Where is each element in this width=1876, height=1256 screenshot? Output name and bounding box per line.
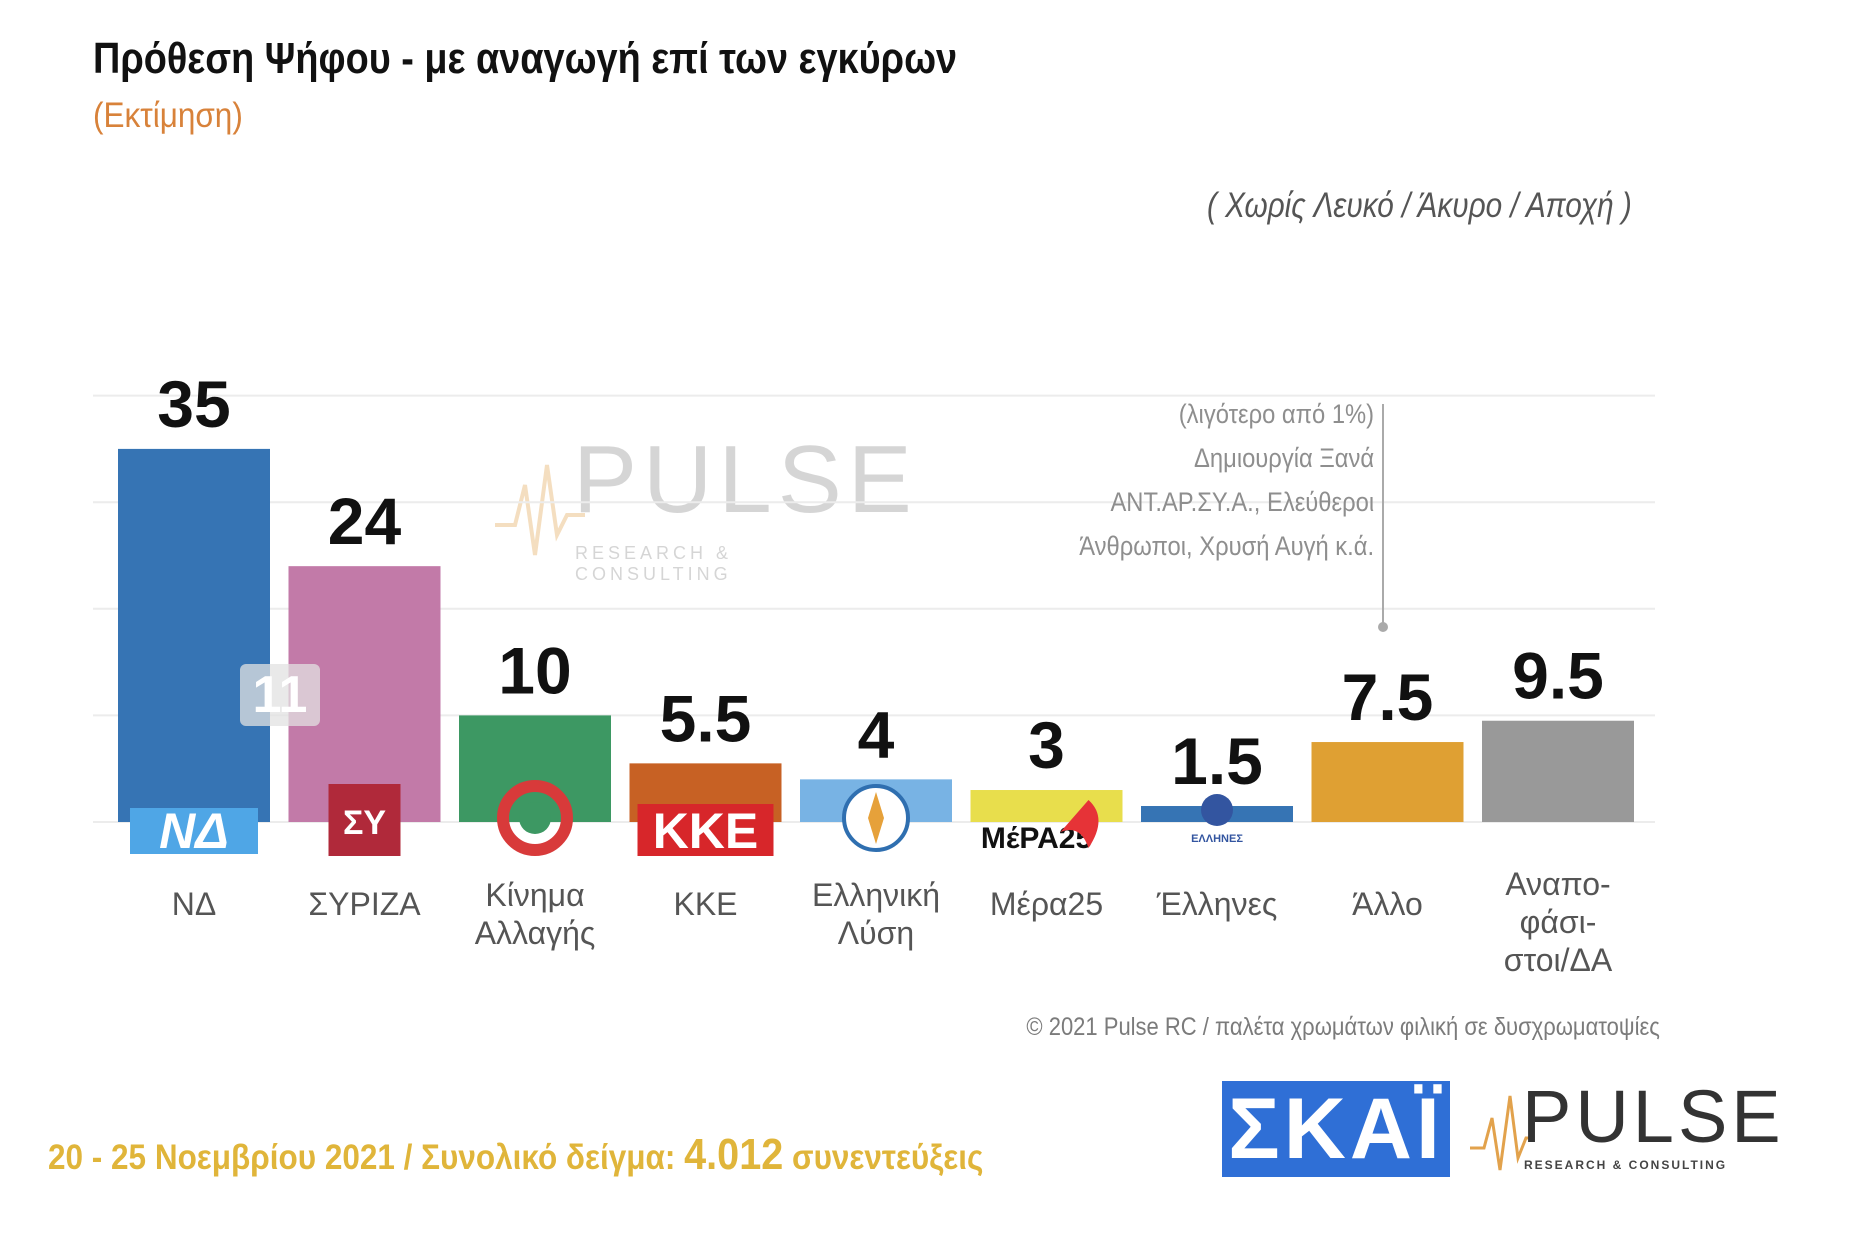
- annotation-line: Άνθρωποι, Χρυσή Αυγή κ.ά.: [1079, 531, 1374, 561]
- other-annotation: (λιγότερο από 1%) Δημιουργία Ξανά ΑΝΤ.ΑΡ…: [1079, 392, 1374, 568]
- survey-dates: 20 - 25 Νοεμβρίου 2021 / Συνολικό δείγμα…: [48, 1138, 676, 1177]
- value-label: 4: [858, 697, 895, 771]
- mera25-bird-icon: [1060, 800, 1099, 848]
- sample-size: 4.012: [684, 1130, 784, 1179]
- bar: [1482, 720, 1634, 822]
- value-label: 10: [498, 633, 571, 707]
- kinal-logo-center: [519, 802, 551, 834]
- kke-logo-text: ΚΚΕ: [653, 803, 759, 859]
- pulse-wave-icon: [1470, 1095, 1530, 1171]
- category-label: Έλληνες: [1156, 886, 1278, 922]
- survey-footer: 20 - 25 Νοεμβρίου 2021 / Συνολικό δείγμα…: [48, 1130, 983, 1180]
- exclusion-note: ( Χωρίς Λευκό / Άκυρο / Αποχή ): [1207, 186, 1632, 225]
- interviews-label: συνεντεύξεις: [792, 1138, 984, 1177]
- ellines-logo-text: ΕΛΛΗΝΕΣ: [1191, 833, 1243, 845]
- value-label: 7.5: [1342, 660, 1434, 734]
- category-label: ΝΔ: [172, 886, 216, 922]
- nd-logo-icon: [130, 808, 258, 854]
- value-label: 35: [157, 367, 230, 441]
- value-label: 1.5: [1171, 724, 1263, 798]
- value-label: 3: [1028, 708, 1065, 782]
- annotation-line: (λιγότερο από 1%): [1178, 399, 1374, 429]
- annotation-dot: [1378, 622, 1388, 632]
- pulse-wave-icon: [495, 464, 585, 556]
- value-label: 9.5: [1512, 639, 1604, 713]
- overlay-badge: 11: [240, 664, 320, 726]
- kke-logo-icon: [637, 804, 774, 856]
- kinal-logo-icon: [497, 780, 573, 856]
- category-label: ΣΥΡΙΖΑ: [308, 886, 421, 922]
- chart-subtitle: (Εκτίμηση): [93, 96, 243, 135]
- pulse-logo: PULSE RESEARCH & CONSULTING: [1470, 1075, 1781, 1178]
- category-label: Κίνημα Αλλαγής: [475, 877, 596, 951]
- skai-logo: ΣΚΑΪ: [1222, 1081, 1450, 1177]
- category-label: Μέρα25: [990, 886, 1103, 922]
- chart-title: Πρόθεση Ψήφου - με αναγωγή επί των εγκύρ…: [93, 34, 958, 83]
- pulse-logo-word: PULSE: [1522, 1075, 1785, 1158]
- copyright-credit: © 2021 Pulse RC / παλέτα χρωμάτων φιλική…: [1026, 1013, 1660, 1041]
- ellines-logo-icon: [1201, 794, 1233, 826]
- syriza-logo-text: ΣΥ: [343, 804, 386, 842]
- pulse-watermark: PULSE RESEARCH & CONSULTING: [495, 425, 912, 584]
- bar: [118, 448, 270, 822]
- nd-logo-text: ΝΔ: [159, 803, 229, 859]
- category-label: Ελληνική Λύση: [812, 877, 940, 951]
- compass-needle: [868, 792, 884, 844]
- value-label: 24: [328, 484, 402, 558]
- bar: [1311, 742, 1464, 822]
- category-label: Αναπο-φάσι-στοι/ΔΑ: [1504, 866, 1613, 978]
- syriza-logo-icon: [328, 784, 401, 856]
- value-label: 5.5: [660, 681, 752, 755]
- watermark-word: PULSE: [573, 426, 918, 533]
- category-label: Άλλο: [1352, 886, 1423, 922]
- annotation-line: ΑΝΤ.ΑΡ.ΣΥ.Α., Ελεύθεροι: [1110, 487, 1374, 517]
- watermark-sub: RESEARCH & CONSULTING: [575, 543, 733, 584]
- bar: [970, 790, 1123, 822]
- pulse-logo-sub: RESEARCH & CONSULTING: [1524, 1158, 1728, 1172]
- annotation-line: Δημιουργία Ξανά: [1193, 443, 1374, 473]
- category-label: ΚΚΕ: [673, 886, 737, 922]
